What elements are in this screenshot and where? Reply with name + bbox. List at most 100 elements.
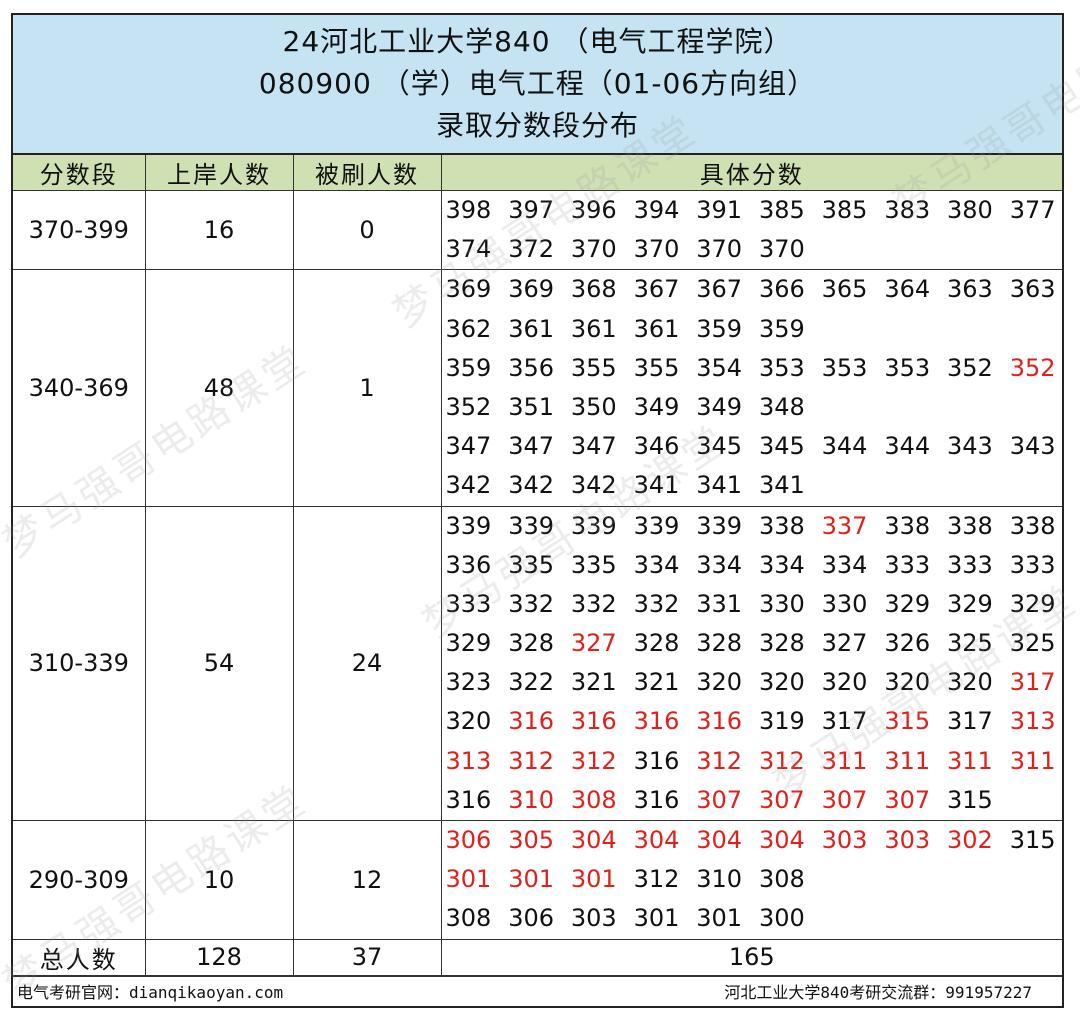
rejected-score: 302 xyxy=(947,826,993,854)
admitted-score: 334 xyxy=(696,550,743,579)
score-line: 333 332 332 332 331 330 330 329 329 329 xyxy=(446,585,1063,624)
admitted-score: 342 xyxy=(445,471,492,500)
admitted-score: 328 xyxy=(758,629,805,658)
score-line: 374 372 370 370 370 370 xyxy=(446,230,1063,269)
admitted-score: 355 xyxy=(633,353,680,382)
score-line: 306 305 304 304 304 304 303 303 302 315 xyxy=(446,821,1063,860)
admitted-score: 333 xyxy=(1009,550,1056,579)
admitted-score: 308 xyxy=(445,904,492,933)
band-admitted-count: 48 xyxy=(144,269,294,507)
admitted-score: 385 xyxy=(821,196,868,224)
admitted-score: 326 xyxy=(884,629,931,658)
admitted-score: 341 xyxy=(633,471,680,500)
admitted-score: 394 xyxy=(633,196,680,224)
admitted-score: 339 xyxy=(696,511,743,540)
score-line: 320 316 316 316 316 319 317 315 317 313 xyxy=(446,702,1063,741)
admitted-score: 339 xyxy=(570,511,617,540)
admitted-score: 319 xyxy=(758,707,805,736)
admitted-score: 344 xyxy=(821,432,868,461)
rejected-score: 307 xyxy=(821,785,868,814)
admitted-score: 350 xyxy=(570,392,617,421)
total-label: 总人数 xyxy=(13,938,146,976)
admitted-score: 316 xyxy=(633,746,680,775)
rejected-score: 312 xyxy=(570,746,617,775)
admitted-score: 333 xyxy=(884,550,931,579)
rejected-score: 316 xyxy=(633,707,680,736)
admitted-score: 320 xyxy=(821,668,868,697)
total-row: 总人数 128 37 165 xyxy=(13,938,1062,976)
rejected-score: 312 xyxy=(508,746,554,775)
admitted-score: 322 xyxy=(508,668,554,697)
band-admitted-count: 54 xyxy=(144,505,294,821)
admitted-score: 323 xyxy=(445,668,492,697)
admitted-score: 368 xyxy=(570,275,617,304)
score-band-row: 340-369 48 1 369 369 368 367 367 366 365 364 363 363… xyxy=(13,269,1063,507)
admitted-score: 320 xyxy=(884,668,931,697)
title-line-1: 24河北工业大学840 （电气工程学院） xyxy=(282,25,793,58)
admitted-score: 353 xyxy=(884,353,931,382)
score-line: 359 356 355 355 354 353 353 353 352 352 xyxy=(446,349,1063,388)
admitted-score: 354 xyxy=(696,353,743,382)
band-range: 340-369 xyxy=(13,269,146,507)
rejected-score: 313 xyxy=(445,746,492,775)
rejected-score: 304 xyxy=(696,826,743,854)
admitted-score: 301 xyxy=(633,904,680,933)
admitted-score: 332 xyxy=(570,589,617,618)
admitted-score: 383 xyxy=(884,196,931,224)
admitted-score: 343 xyxy=(947,432,993,461)
admitted-score: 349 xyxy=(633,392,680,421)
admitted-score: 328 xyxy=(633,629,680,658)
band-scores: 369 369 368 367 367 366 365 364 363 363 362 361 361 3… xyxy=(440,269,1063,507)
admitted-score: 359 xyxy=(696,314,743,343)
score-band-row: 310-339 54 24 339 339 339 339 339 338 337 338 338 33… xyxy=(13,505,1063,821)
header-scores: 具体分数 xyxy=(440,155,1062,191)
admitted-score: 353 xyxy=(758,353,805,382)
admitted-score: 325 xyxy=(1009,629,1056,658)
score-line: 301 301 301 312 310 308 xyxy=(446,860,1063,899)
score-band-row: 370-399 16 0 398 397 396 394 391 385 385 383 380 377… xyxy=(13,189,1063,271)
admitted-score: 320 xyxy=(947,668,993,697)
admitted-score: 343 xyxy=(1009,432,1056,461)
rejected-score: 304 xyxy=(633,826,680,854)
admitted-score: 345 xyxy=(758,432,805,461)
band-rejected-count: 0 xyxy=(292,189,442,271)
admitted-score: 321 xyxy=(570,668,617,697)
admitted-score: 328 xyxy=(696,629,743,658)
admitted-score: 344 xyxy=(884,432,931,461)
admitted-score: 367 xyxy=(696,275,743,304)
total-all: 165 xyxy=(440,938,1062,976)
admitted-score: 330 xyxy=(758,589,805,618)
score-line: 347 347 347 346 345 345 344 344 343 343 xyxy=(446,427,1063,466)
admitted-score: 329 xyxy=(884,589,931,618)
admitted-score: 377 xyxy=(1009,196,1056,224)
admitted-score: 333 xyxy=(445,589,492,618)
admitted-score: 341 xyxy=(758,471,805,500)
rejected-score: 317 xyxy=(1009,668,1056,697)
admitted-score: 336 xyxy=(445,550,492,579)
admitted-score: 355 xyxy=(570,353,617,382)
admitted-score: 339 xyxy=(445,511,492,540)
admitted-score: 332 xyxy=(508,589,554,618)
admitted-score: 370 xyxy=(696,235,743,264)
admitted-score: 346 xyxy=(633,432,680,461)
header-range: 分数段 xyxy=(13,155,146,191)
admitted-score: 321 xyxy=(633,668,680,697)
header-rejected: 被刷人数 xyxy=(292,155,442,191)
rejected-score: 352 xyxy=(1009,353,1056,382)
score-line: 362 361 361 361 359 359 xyxy=(446,310,1063,349)
admitted-score: 338 xyxy=(758,511,805,540)
admitted-score: 329 xyxy=(947,589,993,618)
admitted-score: 397 xyxy=(508,196,554,224)
total-rejected: 37 xyxy=(292,938,442,976)
admitted-score: 369 xyxy=(508,275,554,304)
rejected-score: 312 xyxy=(758,746,805,775)
admitted-score: 310 xyxy=(696,865,743,894)
admitted-score: 385 xyxy=(758,196,805,224)
admitted-score: 334 xyxy=(758,550,805,579)
rejected-score: 303 xyxy=(884,826,931,854)
rejected-score: 315 xyxy=(884,707,931,736)
admitted-score: 320 xyxy=(758,668,805,697)
admitted-score: 316 xyxy=(445,785,492,814)
admitted-score: 348 xyxy=(758,392,805,421)
admitted-score: 359 xyxy=(758,314,805,343)
